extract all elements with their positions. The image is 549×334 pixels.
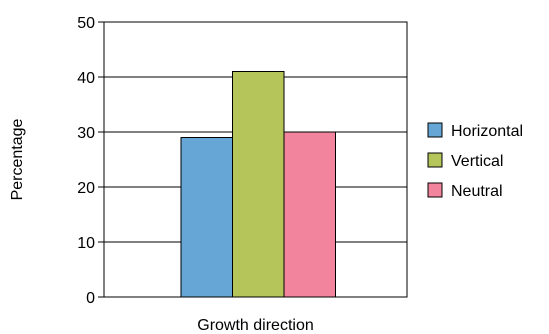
plot-frame xyxy=(103,21,408,298)
legend-swatch-vertical xyxy=(427,152,443,168)
y-tick-label: 30 xyxy=(77,125,95,142)
y-tick-label: 50 xyxy=(77,15,95,32)
y-tick-label: 40 xyxy=(77,70,95,87)
bar-horizontal xyxy=(180,137,233,298)
y-axis-ticks: 0 10 20 30 40 50 xyxy=(77,15,104,307)
legend: Horizontal Vertical Neutral xyxy=(427,122,523,200)
y-tick-label: 10 xyxy=(77,235,95,252)
legend-label-neutral: Neutral xyxy=(451,183,503,200)
legend-label-horizontal: Horizontal xyxy=(451,123,523,140)
y-axis-label: Percentage xyxy=(9,118,26,200)
legend-swatch-horizontal xyxy=(427,122,443,138)
legend-swatch-neutral xyxy=(427,182,443,198)
y-tick-label: 20 xyxy=(77,180,95,197)
x-axis-label: Growth direction xyxy=(197,317,314,334)
y-tick-label: 0 xyxy=(86,290,95,307)
bar-neutral xyxy=(283,131,336,298)
bar-vertical xyxy=(232,71,285,298)
legend-label-vertical: Vertical xyxy=(451,153,503,170)
bars xyxy=(180,71,336,298)
